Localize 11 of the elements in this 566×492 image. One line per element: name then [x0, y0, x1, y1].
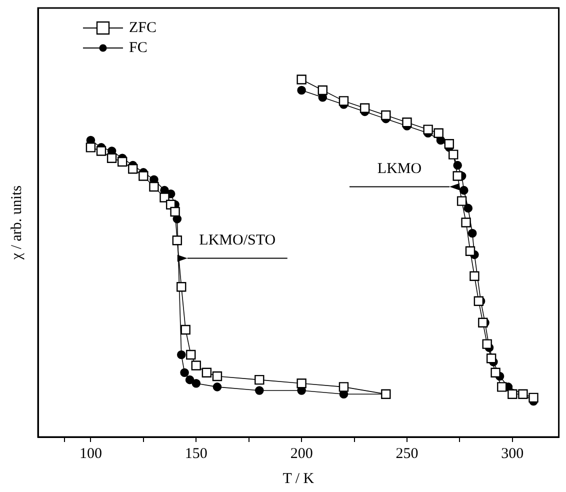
- annotation: LKMO: [377, 161, 422, 178]
- annotation: LKMO/STO: [199, 232, 276, 249]
- x-tick-label: 150: [184, 446, 208, 462]
- x-axis-title: T / K: [282, 470, 314, 487]
- legend-label: FC: [129, 40, 148, 56]
- y-axis-title: χ / arb. units: [8, 185, 25, 261]
- x-tick-label: 300: [501, 446, 524, 462]
- legend-label: ZFC: [129, 20, 157, 36]
- x-tick-label: 250: [396, 446, 418, 462]
- x-tick-label: 100: [79, 446, 102, 462]
- x-tick-label: 200: [290, 446, 313, 462]
